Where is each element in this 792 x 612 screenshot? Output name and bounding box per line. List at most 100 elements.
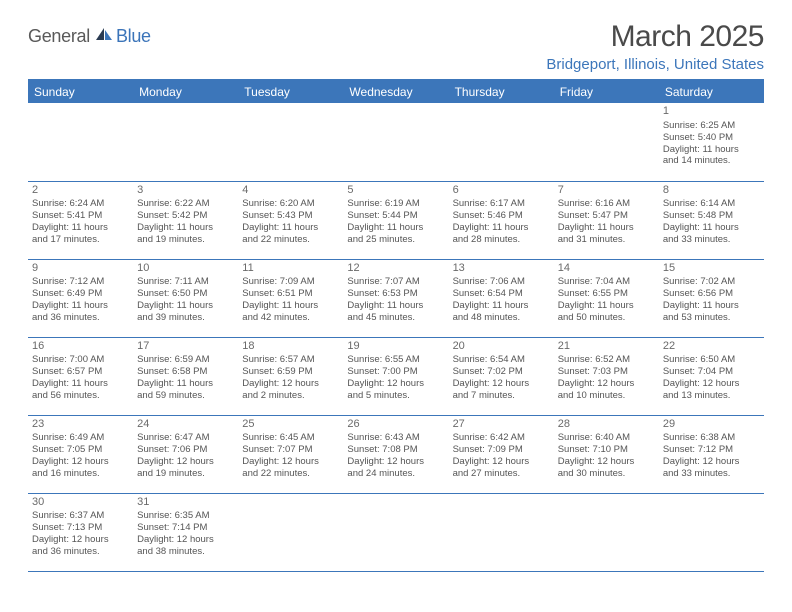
calendar-empty-cell xyxy=(659,493,764,571)
daylight-text: Daylight: 11 hours xyxy=(137,300,234,312)
day-number: 22 xyxy=(663,340,760,354)
daylight-text: Daylight: 11 hours xyxy=(558,300,655,312)
sunset-text: Sunset: 7:10 PM xyxy=(558,444,655,456)
calendar-day-cell: 10Sunrise: 7:11 AMSunset: 6:50 PMDayligh… xyxy=(133,259,238,337)
sunset-text: Sunset: 6:59 PM xyxy=(242,366,339,378)
daylight-text: Daylight: 12 hours xyxy=(137,456,234,468)
calendar-header-row: SundayMondayTuesdayWednesdayThursdayFrid… xyxy=(28,80,764,103)
daylight-text: Daylight: 11 hours xyxy=(558,222,655,234)
header: General Blue March 2025 Bridgeport, Illi… xyxy=(28,20,764,73)
sunrise-text: Sunrise: 6:20 AM xyxy=(242,198,339,210)
daylight-text: and 33 minutes. xyxy=(663,468,760,480)
day-number: 18 xyxy=(242,340,339,354)
sunset-text: Sunset: 6:55 PM xyxy=(558,288,655,300)
day-number: 15 xyxy=(663,262,760,276)
day-number: 6 xyxy=(453,184,550,198)
calendar-day-cell: 22Sunrise: 6:50 AMSunset: 7:04 PMDayligh… xyxy=(659,337,764,415)
sunrise-text: Sunrise: 7:00 AM xyxy=(32,354,129,366)
sunset-text: Sunset: 7:04 PM xyxy=(663,366,760,378)
sunrise-text: Sunrise: 6:16 AM xyxy=(558,198,655,210)
sunset-text: Sunset: 7:12 PM xyxy=(663,444,760,456)
calendar-day-cell: 4Sunrise: 6:20 AMSunset: 5:43 PMDaylight… xyxy=(238,181,343,259)
sunrise-text: Sunrise: 6:54 AM xyxy=(453,354,550,366)
sunset-text: Sunset: 6:56 PM xyxy=(663,288,760,300)
day-number: 19 xyxy=(347,340,444,354)
calendar-page: General Blue March 2025 Bridgeport, Illi… xyxy=(0,0,792,582)
calendar-empty-cell xyxy=(343,103,448,181)
daylight-text: Daylight: 11 hours xyxy=(32,378,129,390)
calendar-empty-cell xyxy=(554,493,659,571)
day-number: 5 xyxy=(347,184,444,198)
sunset-text: Sunset: 5:48 PM xyxy=(663,210,760,222)
day-header: Tuesday xyxy=(238,80,343,103)
sunrise-text: Sunrise: 6:17 AM xyxy=(453,198,550,210)
sunset-text: Sunset: 6:53 PM xyxy=(347,288,444,300)
daylight-text: and 10 minutes. xyxy=(558,390,655,402)
sunrise-text: Sunrise: 6:55 AM xyxy=(347,354,444,366)
calendar-day-cell: 12Sunrise: 7:07 AMSunset: 6:53 PMDayligh… xyxy=(343,259,448,337)
sunrise-text: Sunrise: 6:42 AM xyxy=(453,432,550,444)
sunrise-text: Sunrise: 6:38 AM xyxy=(663,432,760,444)
sunrise-text: Sunrise: 6:37 AM xyxy=(32,510,129,522)
calendar-day-cell: 30Sunrise: 6:37 AMSunset: 7:13 PMDayligh… xyxy=(28,493,133,571)
day-header: Saturday xyxy=(659,80,764,103)
calendar-empty-cell xyxy=(28,103,133,181)
calendar-week-row: 23Sunrise: 6:49 AMSunset: 7:05 PMDayligh… xyxy=(28,415,764,493)
sunset-text: Sunset: 5:42 PM xyxy=(137,210,234,222)
sunrise-text: Sunrise: 7:12 AM xyxy=(32,276,129,288)
day-number: 13 xyxy=(453,262,550,276)
sunrise-text: Sunrise: 7:06 AM xyxy=(453,276,550,288)
day-number: 21 xyxy=(558,340,655,354)
calendar-week-row: 30Sunrise: 6:37 AMSunset: 7:13 PMDayligh… xyxy=(28,493,764,571)
calendar-day-cell: 15Sunrise: 7:02 AMSunset: 6:56 PMDayligh… xyxy=(659,259,764,337)
sunset-text: Sunset: 7:03 PM xyxy=(558,366,655,378)
day-number: 7 xyxy=(558,184,655,198)
sunset-text: Sunset: 7:07 PM xyxy=(242,444,339,456)
daylight-text: and 36 minutes. xyxy=(32,546,129,558)
calendar-day-cell: 7Sunrise: 6:16 AMSunset: 5:47 PMDaylight… xyxy=(554,181,659,259)
sunrise-text: Sunrise: 6:59 AM xyxy=(137,354,234,366)
calendar-week-row: 2Sunrise: 6:24 AMSunset: 5:41 PMDaylight… xyxy=(28,181,764,259)
daylight-text: Daylight: 11 hours xyxy=(32,300,129,312)
day-header: Wednesday xyxy=(343,80,448,103)
day-header: Monday xyxy=(133,80,238,103)
calendar-day-cell: 11Sunrise: 7:09 AMSunset: 6:51 PMDayligh… xyxy=(238,259,343,337)
daylight-text: and 59 minutes. xyxy=(137,390,234,402)
sunrise-text: Sunrise: 6:19 AM xyxy=(347,198,444,210)
daylight-text: Daylight: 12 hours xyxy=(242,456,339,468)
daylight-text: and 17 minutes. xyxy=(32,234,129,246)
sunrise-text: Sunrise: 6:35 AM xyxy=(137,510,234,522)
day-number: 23 xyxy=(32,418,129,432)
daylight-text: Daylight: 12 hours xyxy=(137,534,234,546)
daylight-text: and 22 minutes. xyxy=(242,468,339,480)
sail-icon xyxy=(94,26,114,47)
calendar-day-cell: 26Sunrise: 6:43 AMSunset: 7:08 PMDayligh… xyxy=(343,415,448,493)
sunset-text: Sunset: 7:02 PM xyxy=(453,366,550,378)
sunrise-text: Sunrise: 6:50 AM xyxy=(663,354,760,366)
daylight-text: and 30 minutes. xyxy=(558,468,655,480)
daylight-text: and 27 minutes. xyxy=(453,468,550,480)
calendar-day-cell: 17Sunrise: 6:59 AMSunset: 6:58 PMDayligh… xyxy=(133,337,238,415)
daylight-text: and 36 minutes. xyxy=(32,312,129,324)
calendar-day-cell: 9Sunrise: 7:12 AMSunset: 6:49 PMDaylight… xyxy=(28,259,133,337)
calendar-day-cell: 1Sunrise: 6:25 AMSunset: 5:40 PMDaylight… xyxy=(659,103,764,181)
sunset-text: Sunset: 5:40 PM xyxy=(663,132,760,144)
calendar-day-cell: 20Sunrise: 6:54 AMSunset: 7:02 PMDayligh… xyxy=(449,337,554,415)
calendar-day-cell: 2Sunrise: 6:24 AMSunset: 5:41 PMDaylight… xyxy=(28,181,133,259)
calendar-day-cell: 19Sunrise: 6:55 AMSunset: 7:00 PMDayligh… xyxy=(343,337,448,415)
sunset-text: Sunset: 7:00 PM xyxy=(347,366,444,378)
daylight-text: Daylight: 11 hours xyxy=(453,222,550,234)
location-text: Bridgeport, Illinois, United States xyxy=(546,56,764,73)
sunset-text: Sunset: 6:54 PM xyxy=(453,288,550,300)
sunset-text: Sunset: 5:43 PM xyxy=(242,210,339,222)
day-number: 27 xyxy=(453,418,550,432)
calendar-empty-cell xyxy=(133,103,238,181)
daylight-text: and 13 minutes. xyxy=(663,390,760,402)
calendar-empty-cell xyxy=(238,493,343,571)
day-number: 10 xyxy=(137,262,234,276)
day-number: 17 xyxy=(137,340,234,354)
title-block: March 2025 Bridgeport, Illinois, United … xyxy=(546,20,764,73)
day-number: 31 xyxy=(137,496,234,510)
daylight-text: Daylight: 11 hours xyxy=(137,378,234,390)
sunrise-text: Sunrise: 6:14 AM xyxy=(663,198,760,210)
